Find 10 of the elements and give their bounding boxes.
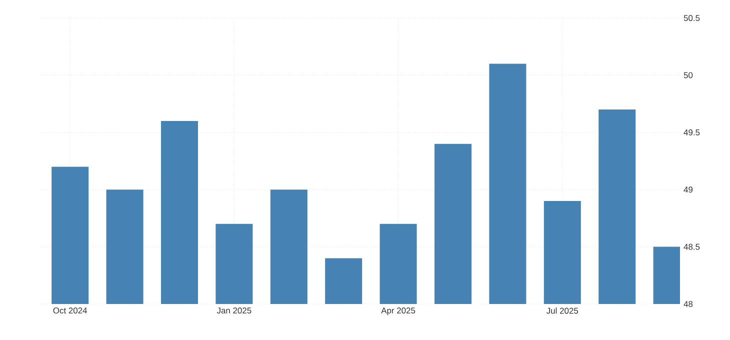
x-tick-label: Jan 2025 (216, 308, 252, 314)
y-tick-label: 49.5 (684, 129, 700, 136)
y-tick-label: 48 (684, 301, 693, 307)
x-tick-label: Oct 2024 (53, 308, 88, 314)
y-tick-label: 48.5 (684, 244, 700, 250)
x-tick-label: Jul 2025 (546, 308, 578, 314)
y-tick-label: 50 (684, 72, 693, 78)
y-tick-label: 49 (684, 186, 693, 193)
x-tick-label: Apr 2025 (381, 308, 416, 316)
y-tick-label: 50.5 (684, 15, 700, 21)
